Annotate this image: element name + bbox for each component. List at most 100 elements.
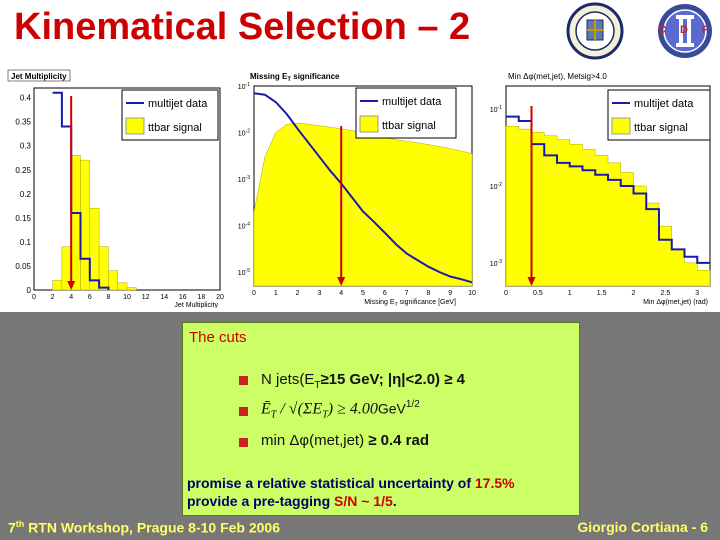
ttbar-bar (126, 287, 137, 291)
x-tick-label: 14 (160, 294, 168, 301)
page-title: Kinematical Selection – 2 (14, 6, 471, 48)
y-tick-label: 10-4 (238, 222, 250, 231)
legend-ttbar-swatch (125, 117, 145, 135)
y-tick-label: 10-3 (238, 175, 250, 184)
y-tick-label: 10-3 (490, 259, 502, 268)
bullet-icon (239, 376, 248, 385)
x-tick-label: 2.5 (661, 290, 671, 297)
x-tick-label: 1 (274, 290, 278, 297)
university-seal-icon (566, 2, 624, 60)
promise-line-2: provide a pre-tagging S/N ~ 1/5. (187, 493, 397, 509)
x-axis-label-end: ] (454, 299, 456, 306)
ttbar-bar (117, 282, 128, 291)
ttbar-bar (52, 280, 63, 291)
y-tick-label: 10-2 (490, 182, 502, 191)
min-dphi-plot: Min Δφ(met,jet), Metsig>4.0 10-1 10-2 10-3 0… (484, 68, 716, 308)
y-tick-label: 10-1 (238, 82, 250, 91)
met-significance-chart: Missing ET significance10-110-210-310-41… (232, 68, 478, 308)
bullet-icon (239, 407, 248, 416)
legend-ttbar-swatch (611, 117, 631, 135)
y-tick-label: 10-5 (238, 268, 250, 277)
bullet-icon (239, 438, 248, 447)
met-significance-plot: Missing ET significance 10-1 10-2 10-3 10-4 1… (232, 68, 478, 308)
y-tick-label: 0.05 (15, 262, 31, 271)
legend-ttbar-label: ttbar signal (382, 120, 436, 132)
x-tick-label: 3 (695, 290, 699, 297)
cut-njets: N jets(ET≥15 GeV; |η|<2.0) ≥ 4 (261, 371, 465, 391)
x-tick-label: 0.5 (533, 290, 543, 297)
x-tick-label: 6 (88, 294, 92, 301)
x-tick-label: 5 (361, 290, 365, 297)
plot-title: Missing ET significance (250, 72, 340, 83)
cut-met-significance: ĒT / √(ΣET) ≥ 4.00GeV1/2 (261, 399, 420, 421)
x-tick-label: 0 (252, 290, 256, 297)
legend-ttbar-label: ttbar signal (634, 122, 688, 134)
y-tick-label: 0.2 (20, 190, 32, 199)
x-tick-label: 0 (504, 290, 508, 297)
multijet-line (253, 92, 473, 284)
y-tick-exponent: -1 (246, 82, 251, 88)
cut-arrow-head (67, 281, 76, 290)
jet-multiplicity-plot: Jet Multiplicity 0.4 0.35 0.3 0.25 0.2 0.15 0.1… (6, 68, 230, 308)
cuts-heading: The cuts (189, 329, 247, 346)
y-tick-exponent: -2 (498, 182, 503, 188)
legend-multijet-label: multijet data (634, 98, 694, 110)
multijet-line (52, 91, 110, 290)
x-tick-label: 12 (142, 294, 150, 301)
legend-ttbar-label: ttbar signal (148, 122, 202, 134)
x-tick-label: 9 (448, 290, 452, 297)
promise-line-1: promise a relative statistical uncertain… (187, 475, 515, 491)
footer-author-page: Giorgio Cortiana - 6 (577, 519, 708, 535)
x-tick-label: 2 (632, 290, 636, 297)
x-axis-label: Missing ET significance [GeV] (364, 299, 456, 308)
cut-arrow-head (527, 277, 536, 286)
jet-multiplicity-chart: Jet Multiplicity 0.4 0.35 0.3 0.25 0.2 0.15 0.1… (6, 68, 230, 308)
x-tick-label: 6 (383, 290, 387, 297)
x-axis-label-rest: significance [GeV (398, 299, 455, 306)
ttbar-area (253, 122, 473, 287)
x-axis-label: Jet Multiplicity (174, 302, 218, 308)
x-tick-label: 4 (339, 290, 343, 297)
x-tick-label: 7 (405, 290, 409, 297)
x-tick-label: 4 (69, 294, 73, 301)
x-tick-label: 3 (317, 290, 321, 297)
ttbar-bar (89, 207, 100, 291)
x-axis-label: Min Δφ(met,jet) (rad) (643, 299, 708, 306)
y-tick-label: 0.4 (20, 94, 32, 103)
legend-multijet-label: multijet data (382, 96, 442, 108)
ttbar-bar (80, 159, 91, 291)
y-tick-label: 10-2 (238, 129, 250, 138)
x-tick-label: 1 (568, 290, 572, 297)
ttbar-bar (70, 155, 81, 291)
cut-min-dphi: min Δφ(met,jet) ≥ 0.4 rad (261, 432, 430, 449)
ttbar-bar (108, 270, 118, 291)
y-tick-exponent: -5 (246, 268, 251, 274)
x-tick-label: 10 (468, 290, 476, 297)
cut-arrow-head (337, 277, 346, 286)
x-tick-label: 2 (51, 294, 55, 301)
y-tick-exponent: -2 (246, 129, 251, 135)
legend-ttbar-swatch (359, 115, 379, 133)
y-tick-label: 10-1 (490, 105, 502, 114)
plot-title: Min Δφ(met,jet), Metsig>4.0 (508, 72, 607, 81)
y-tick-exponent: -3 (246, 175, 251, 181)
x-tick-label: 8 (426, 290, 430, 297)
footer-conference: 7th RTN Workshop, Prague 8-10 Feb 2006 (8, 519, 281, 536)
x-axis-label-sub: T (395, 302, 398, 308)
plot-title-box (7, 69, 71, 82)
x-tick-label: 18 (198, 294, 206, 301)
cdf-logo-text: CDF (658, 24, 720, 36)
cdf-logo-icon: CDF (654, 2, 716, 60)
y-tick-label: 0.35 (15, 118, 31, 127)
y-tick-label: 0.1 (20, 238, 32, 247)
min-dphi-chart: Min Δφ(met,jet), Metsig>4.010-110-210-30… (484, 68, 716, 308)
x-tick-label: 10 (123, 294, 131, 301)
legend-multijet-label: multijet data (148, 98, 208, 110)
y-tick-exponent: -4 (246, 222, 251, 228)
plot-title: Jet Multiplicity (11, 72, 67, 81)
x-tick-label: 16 (179, 294, 187, 301)
y-tick-label: 0.15 (15, 214, 31, 223)
plot-title-sub: T (287, 77, 291, 83)
cuts-box: The cuts N jets(ET≥15 GeV; |η|<2.0) ≥ 4 … (182, 322, 580, 516)
ttbar-bar (98, 246, 109, 291)
